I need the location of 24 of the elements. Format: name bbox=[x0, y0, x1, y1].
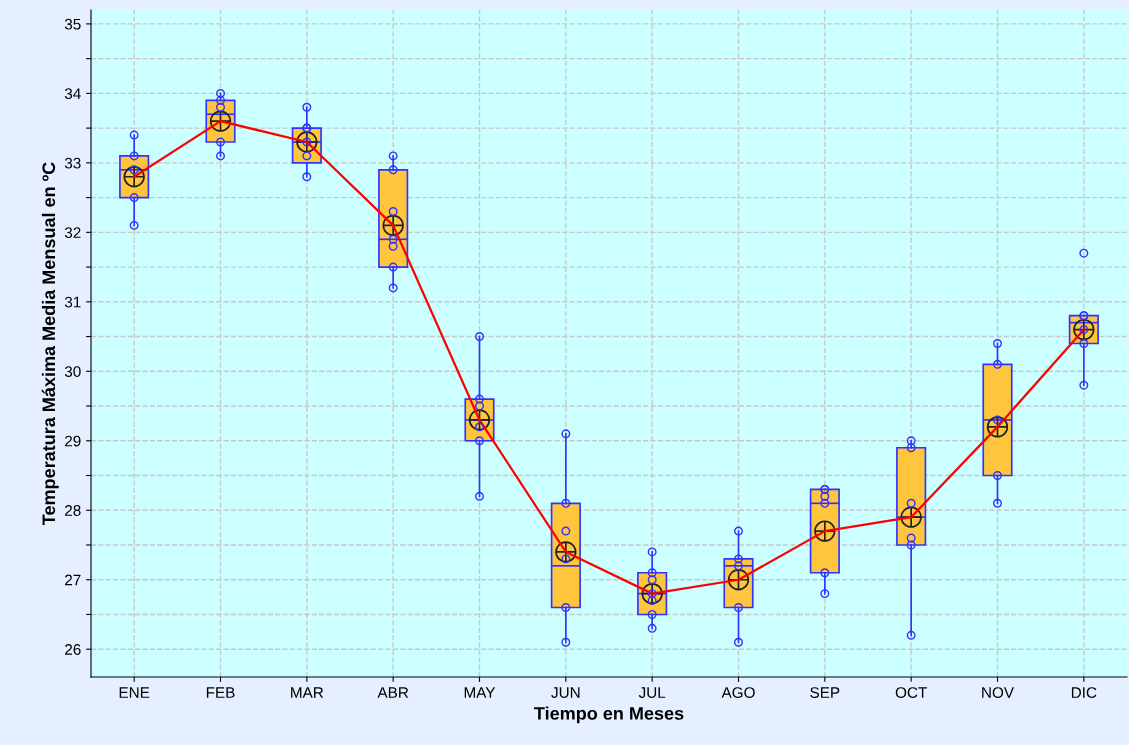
x-tick-label: ENE bbox=[119, 687, 150, 698]
x-tick-label: MAR bbox=[291, 687, 324, 698]
y-tick-label: 32 bbox=[64, 227, 81, 239]
y-tick-label: 35 bbox=[64, 18, 81, 30]
x-tick-label: NOV bbox=[982, 687, 1014, 698]
x-tick-label: MAY bbox=[464, 687, 496, 698]
x-axis-title: Tiempo en Meses bbox=[534, 706, 684, 724]
y-tick-label: 27 bbox=[65, 574, 81, 586]
x-tick-label: ABR bbox=[377, 687, 409, 698]
y-tick-label: 26 bbox=[65, 644, 81, 655]
x-tick-label: OCT bbox=[895, 687, 927, 698]
x-tick-label: AGO bbox=[721, 687, 755, 698]
x-tick-label: DIC bbox=[1071, 687, 1097, 698]
y-axis-title: Temperatura Máxima Media Mensual en ºC bbox=[41, 162, 59, 526]
y-tick-label: 34 bbox=[64, 88, 81, 100]
y-tick-label: 33 bbox=[64, 157, 81, 169]
y-tick-label: 29 bbox=[65, 435, 81, 447]
x-tick-label: JUL bbox=[638, 687, 666, 698]
x-tick-label: FEB bbox=[206, 687, 235, 698]
y-tick-label: 30 bbox=[64, 366, 81, 377]
y-tick-label: 28 bbox=[65, 505, 81, 516]
x-tick-label: SEP bbox=[810, 687, 840, 698]
x-tick-label: JUN bbox=[551, 687, 580, 698]
y-tick-label: 31 bbox=[64, 296, 81, 308]
